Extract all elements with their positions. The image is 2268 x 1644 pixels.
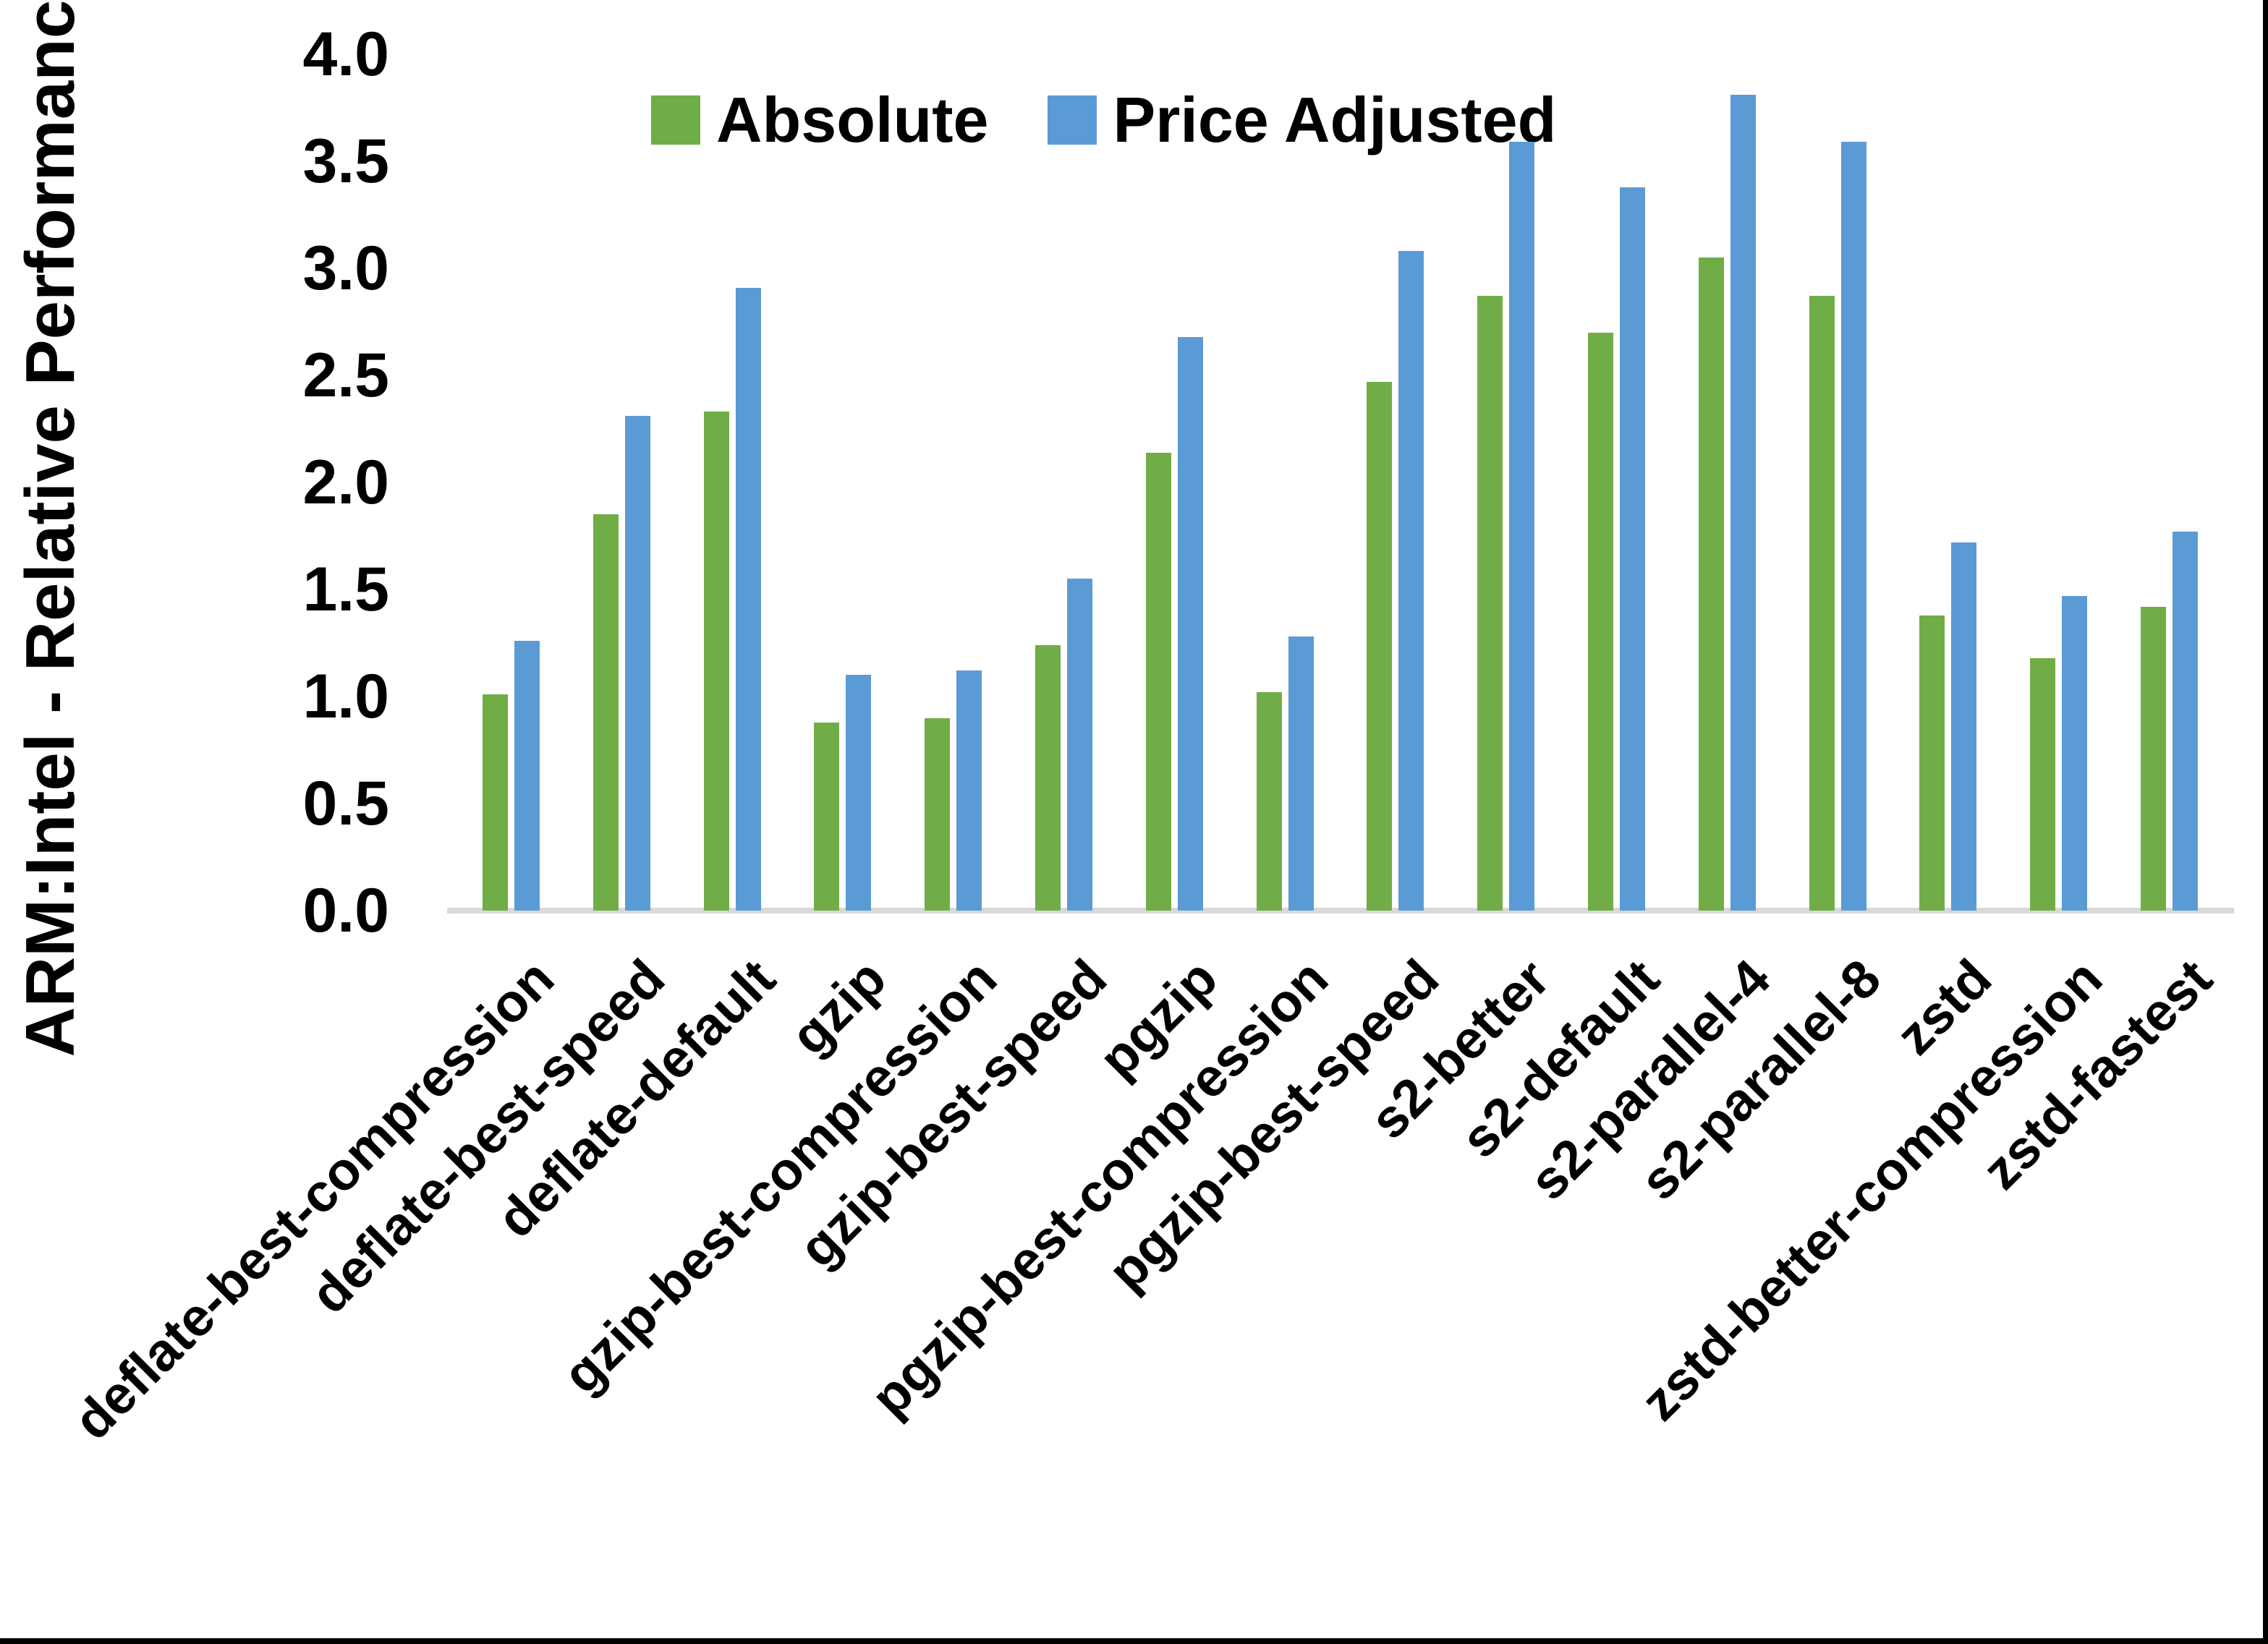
- absolute-bar-zstd-fastest: [2141, 607, 2166, 911]
- price-adjusted-bar-gzip-best-compression: [956, 670, 982, 911]
- y-tick-label: 1.5: [302, 555, 389, 624]
- absolute-bar-s2-parallel-4: [1699, 257, 1724, 911]
- absolute-series-label: Absolute: [716, 84, 989, 156]
- absolute-bar-deflate-best-speed: [593, 514, 619, 911]
- price-adjusted-bar-pgzip-best-compression: [1288, 636, 1314, 911]
- y-axis-title: ARM:Intel - Relative Performance: [12, 0, 89, 1057]
- absolute-bar-zstd: [1919, 616, 1945, 911]
- screen-border-bottom: [0, 1638, 2268, 1644]
- price-adjusted-series-label: Price Adjusted: [1113, 84, 1557, 156]
- price-adjusted-bar-gzip: [846, 675, 871, 911]
- price-adjusted-bar-pgzip: [1178, 337, 1203, 911]
- y-tick-label: 3.5: [302, 127, 389, 196]
- y-tick-label: 3.0: [302, 234, 389, 303]
- price-adjusted-bar-s2-parallel-4: [1730, 95, 1756, 911]
- price-adjusted-bar-zstd: [1951, 542, 1976, 911]
- legend-item-price-adjusted: Price Adjusted: [1048, 88, 1556, 152]
- y-tick-label: 1.0: [302, 662, 389, 731]
- price-adjusted-bar-deflate-best-speed: [625, 416, 650, 911]
- absolute-bar-pgzip-best-speed: [1367, 382, 1392, 911]
- price-adjusted-bar-deflate-default: [736, 288, 761, 911]
- y-tick-label: 0.5: [302, 769, 389, 838]
- absolute-bar-s2-parallel-8: [1809, 296, 1835, 911]
- absolute-bar-zstd-better-compression: [2030, 658, 2055, 911]
- price-adjusted-bar-s2-parallel-8: [1841, 142, 1866, 911]
- price-adjusted-bar-zstd-fastest: [2173, 532, 2198, 911]
- absolute-bar-s2-default: [1588, 333, 1613, 911]
- y-tick-label: 2.0: [302, 448, 389, 517]
- price-adjusted-bar-deflate-best-compression: [514, 641, 540, 911]
- absolute-bar-pgzip-best-compression: [1257, 692, 1282, 911]
- y-tick-label: 0.0: [302, 876, 389, 945]
- absolute-series-swatch: [651, 95, 700, 145]
- price-adjusted-bar-pgzip-best-speed: [1398, 251, 1424, 911]
- price-adjusted-bar-zstd-better-compression: [2062, 596, 2087, 911]
- absolute-bar-deflate-default: [704, 412, 729, 911]
- legend: Absolute Price Adjusted: [651, 88, 1556, 152]
- y-tick-label: 2.5: [302, 341, 389, 410]
- absolute-bar-s2-better: [1477, 296, 1503, 911]
- absolute-bar-gzip-best-speed: [1035, 645, 1061, 911]
- absolute-bar-pgzip: [1146, 453, 1171, 911]
- absolute-bar-gzip: [814, 723, 839, 911]
- price-adjusted-bar-gzip-best-speed: [1067, 579, 1092, 911]
- absolute-bar-deflate-best-compression: [483, 694, 508, 911]
- price-adjusted-series-swatch: [1048, 95, 1097, 145]
- screen-border-right: [2263, 0, 2268, 1644]
- price-adjusted-bar-s2-default: [1620, 187, 1645, 911]
- absolute-bar-gzip-best-compression: [925, 718, 950, 911]
- legend-item-absolute: Absolute: [651, 88, 988, 152]
- price-adjusted-bar-s2-better: [1509, 142, 1534, 911]
- x-axis-baseline: [447, 908, 2234, 913]
- y-tick-label: 4.0: [302, 20, 389, 89]
